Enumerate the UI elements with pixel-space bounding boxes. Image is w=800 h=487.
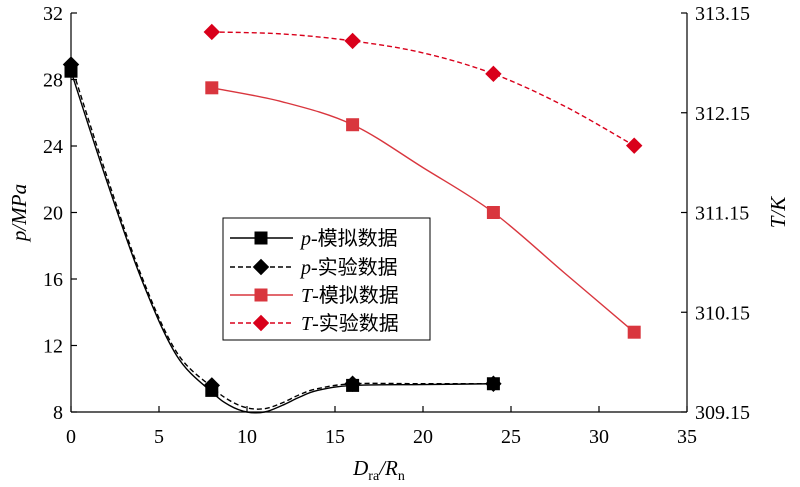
- data-point-marker: [203, 23, 221, 41]
- data-point-marker: [346, 118, 360, 132]
- legend-label: T-模拟数据: [301, 284, 399, 307]
- legend-label-text: -实验数据: [312, 312, 399, 335]
- right-y-tick-label: 312.15: [695, 103, 750, 125]
- x-tick-label: 10: [237, 426, 257, 448]
- legend-label-symbol: T: [301, 285, 314, 307]
- x-tick-label: 0: [66, 426, 76, 448]
- data-point-marker: [486, 206, 500, 219]
- right-y-tick-label: 311.15: [695, 203, 749, 225]
- x-tick-label: 35: [677, 426, 697, 448]
- x-tick-label: 15: [325, 426, 345, 448]
- legend-marker: [252, 314, 270, 332]
- data-point-marker: [344, 32, 361, 50]
- right-y-tick-label: 310.15: [695, 302, 750, 324]
- series-0: [64, 64, 500, 414]
- legend-marker: [254, 231, 268, 245]
- left-y-tick-label: 32: [43, 3, 63, 25]
- x-label-slash: /R: [378, 456, 398, 480]
- x-label-main: D: [352, 456, 368, 480]
- x-tick-label: 25: [501, 426, 521, 448]
- legend-label-symbol: p: [299, 257, 311, 279]
- ticks: 0 5 10 15 20 25 30 35 8 12 16 20 24 28 32 309.15 310.15 3…: [43, 3, 750, 448]
- legend-label-text: -实验数据: [311, 256, 398, 279]
- data-point-marker: [486, 377, 500, 391]
- legend-label: p-模拟数据: [299, 227, 398, 250]
- data-point-marker: [625, 137, 643, 154]
- legend-label-text: -模拟数据: [311, 227, 398, 250]
- left-y-tick-label: 16: [43, 269, 63, 291]
- x-tick-label: 30: [589, 426, 609, 448]
- data-point-marker: [64, 64, 78, 78]
- axes: [70, 13, 688, 413]
- right-y-tick-label: 313.15: [695, 3, 750, 25]
- x-axis-label: Dra/Rn: [352, 456, 405, 484]
- data-point-marker: [627, 325, 641, 339]
- left-y-tick-label: 8: [53, 402, 63, 424]
- legend-marker: [254, 288, 268, 302]
- legend-marker: [252, 258, 270, 276]
- legend-label: T-实验数据: [301, 312, 399, 335]
- x-tick-label: 5: [154, 426, 164, 448]
- legend-label-symbol: p: [299, 228, 311, 250]
- left-y-tick-label: 24: [43, 136, 63, 158]
- left-y-tick-label: 28: [43, 70, 63, 92]
- series-3: [203, 23, 643, 154]
- series: [62, 23, 643, 414]
- data-point-marker: [346, 378, 360, 392]
- right-y-axis-label: T/K: [766, 196, 790, 229]
- right-y-tick-label: 309.15: [695, 402, 750, 424]
- series-line: [211, 31, 635, 147]
- data-point-marker: [485, 65, 502, 83]
- left-y-tick-label: 20: [43, 203, 63, 225]
- x-label-sub1: ra: [368, 469, 380, 484]
- data-point-marker: [205, 383, 219, 397]
- legend-label-symbol: T: [301, 313, 314, 335]
- axis-labels: Dra/Rn p/MPa T/K: [7, 184, 790, 484]
- x-tick-label: 20: [413, 426, 433, 448]
- x-label-sub2: n: [398, 469, 405, 484]
- legend-label: p-实验数据: [299, 256, 398, 279]
- legend-label-text: -模拟数据: [312, 284, 399, 307]
- series-line: [211, 87, 635, 333]
- left-y-axis-label: p/MPa: [7, 184, 31, 243]
- data-point-marker: [205, 81, 219, 95]
- series-2: [205, 81, 641, 339]
- left-y-tick-label: 12: [43, 336, 63, 358]
